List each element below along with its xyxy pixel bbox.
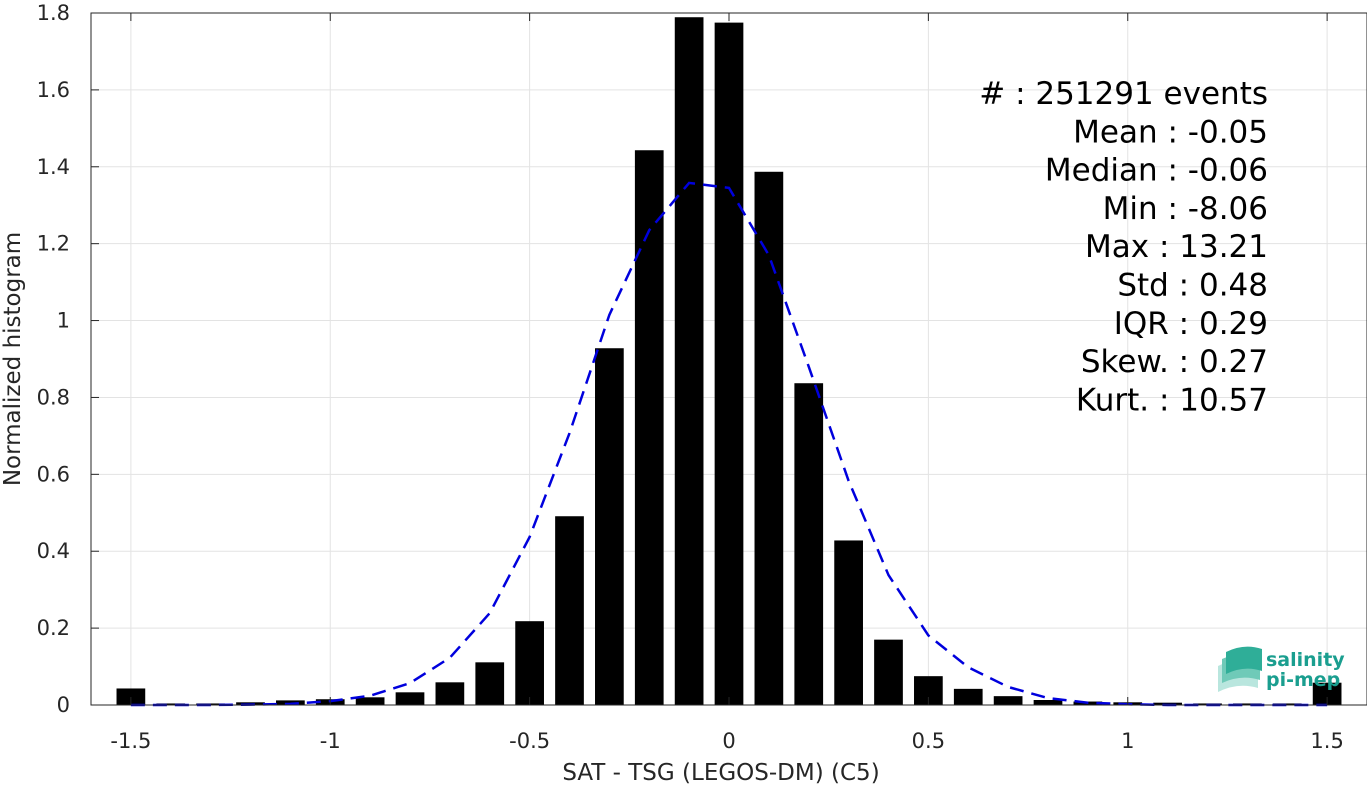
x-tick-label: 0.5 (912, 729, 945, 753)
histogram-bar (515, 621, 544, 705)
histogram-bar (714, 22, 744, 706)
histogram-bar (435, 682, 465, 705)
logo-line-1: salinity (1266, 649, 1345, 671)
y-tick-label: 1.4 (37, 155, 70, 179)
stat-line: Mean : -0.05 (1073, 114, 1268, 150)
histogram-bar (1233, 703, 1262, 705)
histogram-bar (674, 17, 704, 706)
histogram-bar (993, 696, 1023, 705)
y-tick-label: 1.8 (37, 1, 70, 25)
histogram-bar (953, 688, 983, 705)
histogram-bar (355, 697, 385, 705)
y-tick-label: 1 (57, 309, 70, 333)
y-axis-label: Normalized histogram (0, 232, 26, 486)
histogram-bar (116, 688, 146, 705)
stat-line: IQR : 0.29 (1114, 306, 1268, 342)
stat-line: Std : 0.48 (1117, 268, 1268, 304)
y-tick-label: 0.2 (37, 616, 70, 640)
x-tick-label: 0 (722, 729, 735, 753)
x-tick-label: 1 (1121, 729, 1134, 753)
histogram-bar (475, 662, 505, 705)
stat-line: Skew. : 0.27 (1081, 344, 1268, 380)
y-tick-label: 1.2 (37, 232, 70, 256)
stat-line: Min : -8.06 (1103, 191, 1268, 227)
y-tick-label: 0.6 (37, 462, 70, 486)
histogram-bar (555, 516, 584, 705)
stat-line: Median : -0.06 (1045, 153, 1268, 189)
histogram-bar (794, 383, 824, 705)
histogram-bar (634, 150, 664, 705)
x-tick-label: -1 (320, 729, 341, 753)
x-tick-label: 1.5 (1310, 729, 1343, 753)
histogram-bar (156, 703, 186, 705)
histogram-bar (874, 639, 903, 705)
logo-line-2: pi-mep (1266, 669, 1340, 691)
x-tick-label: -1.5 (110, 729, 151, 753)
histogram-bars (116, 17, 1342, 706)
y-tick-label: 0.8 (37, 385, 70, 409)
histogram-bar (834, 540, 863, 705)
y-tick-label: 1.6 (37, 78, 70, 102)
wave-logo-icon (1218, 646, 1262, 692)
y-tick-label: 0.4 (37, 539, 70, 563)
y-tick-label: 0 (57, 693, 70, 717)
salinity-pi-mep-logo: salinity pi-mep (1218, 646, 1345, 692)
histogram-bar (595, 348, 624, 705)
histogram-bar (754, 171, 784, 705)
x-axis-ticks: -1.5 -1 -0.5 0 0.5 1 1.5 (110, 13, 1344, 753)
y-axis-ticks: 0 0.2 0.4 0.6 0.8 1 1.2 1.4 1.6 1.8 (37, 1, 99, 717)
stat-line: Max : 13.21 (1085, 229, 1268, 265)
stat-line: Kurt. : 10.57 (1076, 382, 1268, 418)
histogram-bar (1033, 700, 1063, 705)
histogram-bar (1312, 682, 1342, 705)
x-tick-label: -0.5 (509, 729, 550, 753)
stat-line: # : 251291 events (979, 76, 1268, 112)
histogram-bar (395, 692, 425, 705)
histogram-bar (1272, 703, 1302, 705)
x-axis-label: SAT - TSG (LEGOS-DM) (C5) (562, 760, 879, 785)
